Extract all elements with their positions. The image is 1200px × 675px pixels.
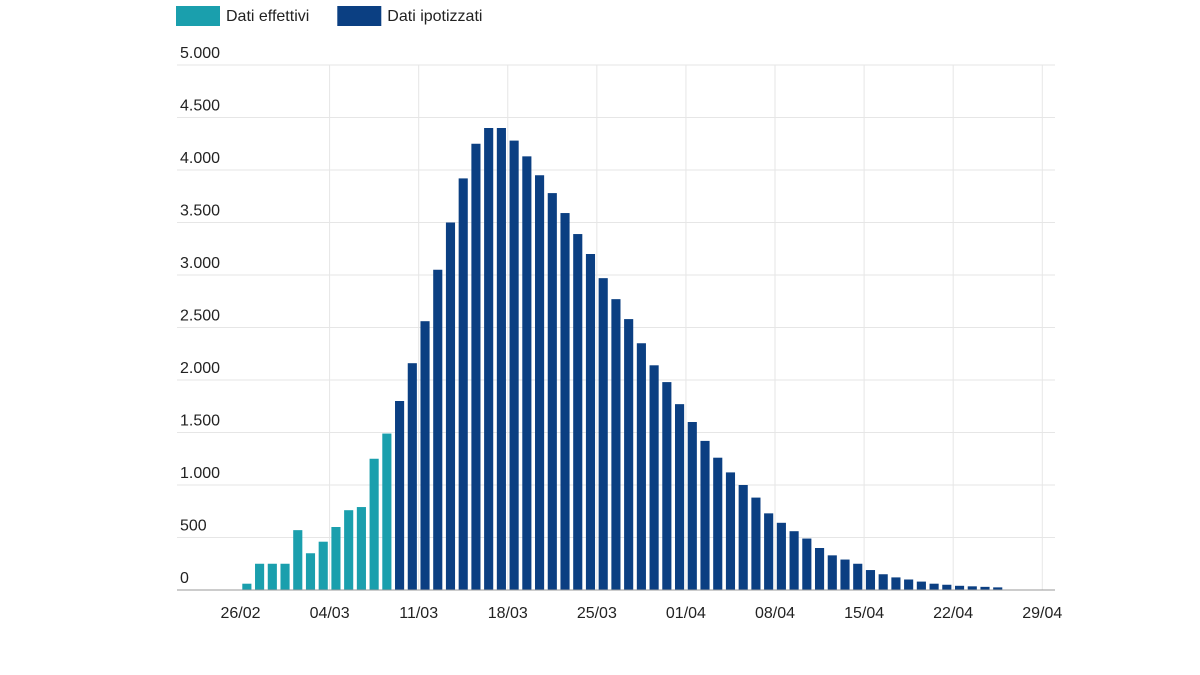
bar [776, 522, 786, 590]
bar [433, 269, 443, 590]
bar [840, 559, 850, 590]
bar [255, 563, 265, 590]
bar [624, 319, 634, 590]
bar [573, 234, 583, 591]
bar [865, 570, 876, 590]
bar [725, 472, 736, 590]
bar [954, 585, 965, 590]
bar [751, 497, 761, 590]
y-tick-label: 4.500 [180, 98, 220, 115]
bar [242, 583, 252, 590]
legend-swatch [176, 6, 220, 26]
bar [611, 299, 621, 590]
x-tick-label: 29/04 [1022, 605, 1062, 622]
bar [789, 531, 799, 590]
bar [649, 365, 659, 590]
bar [967, 586, 977, 590]
bar [471, 143, 481, 590]
legend-label: Dati ipotizzati [387, 8, 482, 25]
bar [305, 553, 316, 590]
y-tick-label: 1.000 [180, 465, 220, 482]
bar [764, 513, 774, 590]
y-tick-label: 4.000 [180, 150, 220, 167]
x-tick-label: 01/04 [666, 605, 706, 622]
bar [344, 510, 354, 590]
bar [331, 527, 341, 590]
bar [675, 404, 685, 590]
x-tick-label: 15/04 [844, 605, 884, 622]
bar [509, 140, 519, 590]
bar [585, 254, 596, 590]
bar [687, 422, 697, 590]
bar [891, 577, 901, 590]
x-tick-label: 11/03 [399, 605, 438, 622]
bar [547, 193, 557, 590]
bar [738, 485, 748, 590]
x-tick-label: 26/02 [220, 605, 260, 622]
bar [878, 574, 888, 590]
x-tick-label: 22/04 [933, 605, 973, 622]
bar [318, 541, 328, 590]
y-tick-label: 1.500 [180, 413, 220, 430]
y-tick-label: 2.500 [180, 308, 220, 325]
x-tick-label: 08/04 [755, 605, 795, 622]
y-tick-label: 5.000 [180, 45, 220, 62]
x-tick-label: 25/03 [577, 605, 617, 622]
bar [560, 213, 570, 591]
bar [535, 175, 545, 590]
bar [916, 581, 926, 590]
bar [853, 563, 863, 590]
bar [636, 343, 646, 590]
bar [356, 507, 366, 590]
bar [980, 586, 990, 590]
bar [993, 587, 1003, 590]
bar [395, 401, 405, 590]
bar [802, 538, 812, 590]
y-tick-label: 3.000 [180, 255, 220, 272]
legend-swatch [337, 6, 382, 26]
bar [904, 579, 914, 590]
y-tick-label: 500 [180, 518, 207, 535]
bar [280, 563, 290, 590]
x-tick-label: 04/03 [310, 605, 350, 622]
bar [407, 363, 417, 590]
bar [420, 321, 430, 590]
x-tick-label: 18/03 [488, 605, 528, 622]
bar [713, 457, 723, 590]
bar [496, 128, 506, 590]
bar [267, 563, 277, 590]
bar [445, 222, 456, 590]
legend-label: Dati effettivi [226, 8, 309, 25]
bar [382, 433, 392, 590]
bar [598, 278, 608, 590]
bar [484, 128, 494, 590]
bar [942, 584, 952, 590]
bar [700, 440, 710, 590]
bar [369, 458, 379, 590]
bar [814, 548, 825, 590]
y-tick-label: 2.000 [180, 360, 220, 377]
bar [827, 555, 837, 590]
bar [458, 178, 468, 590]
bar [522, 156, 532, 590]
y-tick-label: 0 [180, 570, 189, 587]
bar [662, 382, 672, 590]
bar [929, 583, 939, 590]
bar [293, 530, 303, 590]
y-tick-label: 3.500 [180, 203, 220, 220]
